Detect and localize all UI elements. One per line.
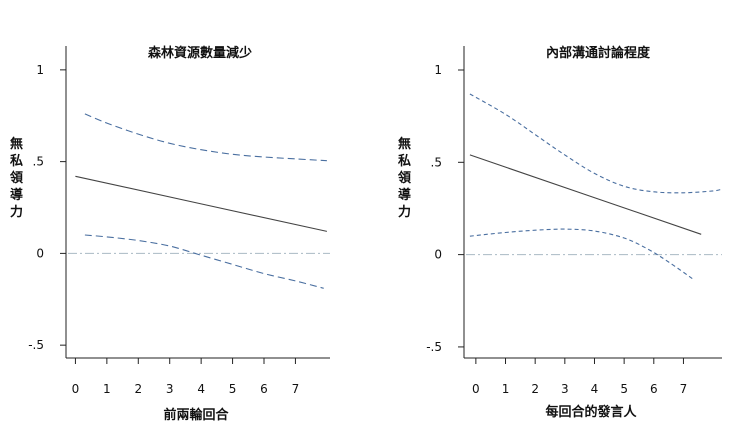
x-tick-label: 5 [229, 382, 237, 396]
chart-title: 內部溝通討論程度 [546, 45, 651, 61]
x-tick-label: 4 [591, 382, 599, 396]
series-line-upper-ci [84, 113, 327, 162]
y-tick-label: 0 [36, 246, 44, 260]
x-tick-label: 0 [72, 382, 80, 396]
x-tick-label: 2 [531, 382, 539, 396]
x-axis-label: 每回合的發言人 [545, 404, 637, 420]
y-tick-label: -.5 [28, 338, 44, 352]
y-tick-label: 1 [36, 63, 44, 77]
series-line-lower-ci [84, 234, 324, 289]
x-tick-label: 6 [260, 382, 268, 396]
y-tick-label: .5 [33, 155, 44, 169]
series-line-estimate [469, 154, 702, 235]
x-tick-label: 7 [680, 382, 688, 396]
x-tick-label: 2 [134, 382, 142, 396]
series-line-estimate [75, 175, 328, 232]
x-tick-label: 6 [650, 382, 658, 396]
y-tick-label: .5 [431, 155, 442, 169]
y-tick-label: -.5 [426, 340, 442, 354]
y-tick-label: 0 [434, 248, 442, 262]
x-tick-label: 3 [166, 382, 174, 396]
y-axis-label: 無私領導力 [398, 136, 412, 220]
y-tick-label: 1 [434, 63, 442, 77]
x-tick-label: 5 [620, 382, 628, 396]
x-tick-label: 7 [292, 382, 300, 396]
x-tick-label: 1 [502, 382, 510, 396]
series-line-lower-ci [469, 228, 693, 280]
series-line-upper-ci [469, 93, 723, 194]
x-tick-label: 3 [561, 382, 569, 396]
y-axis-label: 無私領導力 [10, 136, 24, 220]
chart-title: 森林資源數量減少 [148, 45, 252, 61]
x-tick-label: 0 [472, 382, 480, 396]
x-axis-label: 前兩輪回合 [163, 407, 229, 423]
x-tick-label: 4 [197, 382, 205, 396]
x-tick-label: 1 [103, 382, 111, 396]
